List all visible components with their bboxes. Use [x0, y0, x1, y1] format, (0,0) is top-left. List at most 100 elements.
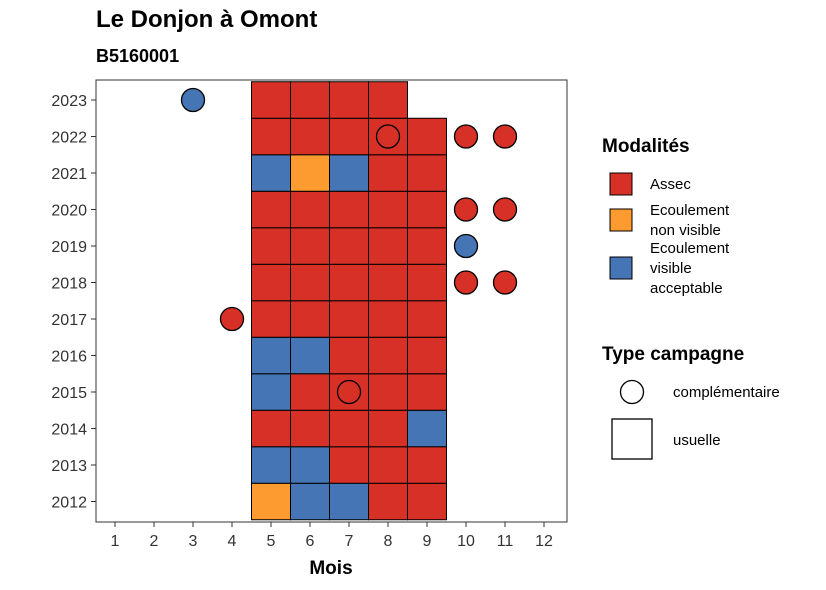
- cell-2021-8: [368, 154, 408, 192]
- cell-2023-8: [368, 81, 408, 119]
- x-tick-label: 2: [150, 533, 159, 550]
- point-2022-10: [453, 124, 479, 149]
- cell-2018-5: [251, 263, 291, 302]
- y-tick-label: 2019: [51, 239, 87, 256]
- point-2022-11: [492, 124, 518, 149]
- point-2015-7: [336, 379, 362, 405]
- y-tick-label: 2022: [51, 130, 87, 147]
- cell-2022-7: [329, 117, 369, 156]
- cell-2013-6: [290, 446, 330, 484]
- cell-2019-9: [407, 227, 447, 265]
- point-2018-10: [453, 270, 479, 295]
- x-tick-label: 6: [306, 533, 315, 550]
- cell-2016-5: [251, 336, 291, 375]
- cell-2019-8: [368, 227, 408, 265]
- cell-2018-7: [329, 263, 369, 302]
- legend-label: Ecoulement: [650, 202, 730, 219]
- chart-subtitle: B5160001: [96, 46, 180, 66]
- legend-label: acceptable: [650, 280, 723, 297]
- y-tick-label: 2021: [51, 166, 87, 183]
- legend-type-label: usuelle: [673, 432, 721, 449]
- cell-2021-7: [329, 154, 369, 192]
- legend-type-label: complémentaire: [673, 384, 780, 401]
- cell-2013-8: [368, 446, 408, 484]
- x-tick-label: 9: [423, 533, 432, 550]
- cell-2020-7: [329, 190, 369, 229]
- cell-2012-6: [290, 482, 330, 521]
- y-tick-label: 2014: [51, 422, 87, 439]
- x-tick-label: 10: [457, 533, 475, 550]
- cell-2020-9: [407, 190, 447, 229]
- legend-label: Ecoulement: [650, 240, 730, 257]
- cell-2022-6: [290, 117, 330, 156]
- x-tick-label: 11: [497, 533, 514, 550]
- cell-2015-8: [368, 373, 408, 411]
- x-tick-label: 1: [111, 533, 120, 550]
- x-tick-label: 12: [535, 533, 553, 550]
- y-tick-label: 2017: [51, 312, 87, 329]
- cell-2012-5: [251, 482, 291, 521]
- x-tick-label: 4: [228, 533, 237, 550]
- cell-2017-8: [368, 300, 408, 338]
- cell-2012-8: [368, 482, 408, 521]
- cell-2016-8: [368, 336, 408, 375]
- cell-2017-9: [407, 300, 447, 338]
- cell-2021-5: [251, 154, 291, 192]
- point-2020-10: [453, 197, 479, 222]
- cell-2017-5: [251, 300, 291, 338]
- cell-2013-7: [329, 446, 369, 484]
- cell-2017-7: [329, 300, 369, 338]
- cell-2023-6: [290, 81, 330, 119]
- cell-2023-7: [329, 81, 369, 119]
- cell-2016-7: [329, 336, 369, 375]
- legend-key-1: [609, 208, 633, 232]
- cell-2021-9: [407, 154, 447, 192]
- cell-2015-5: [251, 373, 291, 411]
- cell-2021-6: [290, 154, 330, 192]
- cell-2019-7: [329, 227, 369, 265]
- x-tick-label: 7: [345, 533, 354, 550]
- cell-2012-9: [407, 482, 447, 521]
- legend-modalites-title: Modalités: [602, 136, 690, 157]
- chart-title: Le Donjon à Omont: [96, 6, 318, 33]
- x-tick-label: 3: [189, 533, 198, 550]
- y-tick-label: 2015: [51, 385, 87, 402]
- cell-2017-6: [290, 300, 330, 338]
- cell-2019-5: [251, 227, 291, 265]
- cell-2014-5: [251, 409, 291, 448]
- point-2017-4: [219, 306, 245, 332]
- x-tick-label: 8: [384, 533, 393, 550]
- legend-square-key: [611, 418, 653, 460]
- legend-type-title: Type campagne: [602, 344, 744, 365]
- y-tick-label: 2018: [51, 276, 87, 293]
- cell-2013-5: [251, 446, 291, 484]
- y-tick-label: 2023: [51, 93, 87, 110]
- cell-2014-6: [290, 409, 330, 448]
- cell-2020-6: [290, 190, 330, 229]
- y-tick-label: 2013: [51, 458, 87, 475]
- legend-label: non visible: [650, 222, 721, 239]
- cell-2020-5: [251, 190, 291, 229]
- legend-circle-key: [619, 379, 645, 405]
- legend-label: visible: [650, 260, 692, 277]
- y-tick-label: 2012: [51, 495, 87, 512]
- cell-2012-7: [329, 482, 369, 521]
- y-tick-label: 2020: [51, 203, 87, 220]
- cell-2015-9: [407, 373, 447, 411]
- cell-2022-9: [407, 117, 447, 156]
- cell-2016-9: [407, 336, 447, 375]
- cell-2014-7: [329, 409, 369, 448]
- cell-2014-8: [368, 409, 408, 448]
- y-tick-label: 2016: [51, 349, 87, 366]
- plot-panel-border: [95, 79, 568, 523]
- cell-2015-6: [290, 373, 330, 411]
- cell-2016-6: [290, 336, 330, 375]
- cell-2018-9: [407, 263, 447, 302]
- cell-2020-8: [368, 190, 408, 229]
- cell-2018-8: [368, 263, 408, 302]
- cell-2022-5: [251, 117, 291, 156]
- point-2023-3: [180, 87, 206, 113]
- cell-2019-6: [290, 227, 330, 265]
- point-2019-10: [453, 233, 479, 259]
- point-2022-8: [375, 124, 401, 149]
